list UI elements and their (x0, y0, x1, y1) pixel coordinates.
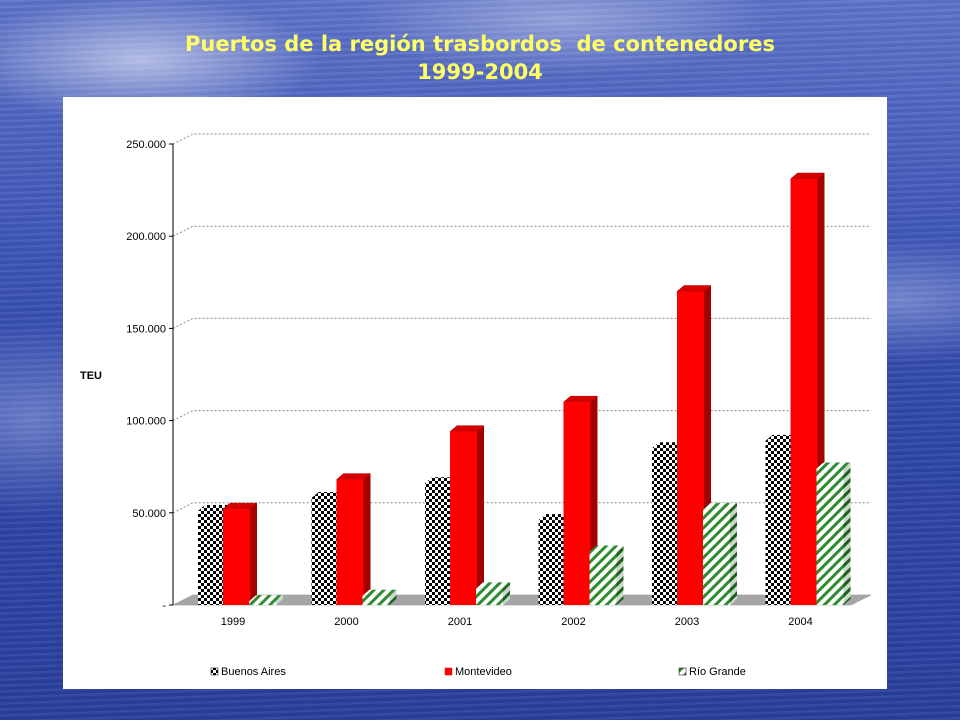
bar-top (816, 462, 851, 469)
bar-montevideo-2001 (449, 425, 485, 605)
bar-front (249, 601, 276, 605)
legend-swatch (444, 667, 453, 676)
bar-front (652, 448, 679, 605)
gridline (172, 410, 871, 422)
legend-swatch (210, 667, 219, 676)
bar-front (538, 520, 566, 605)
y-axis-title: TEU (80, 370, 102, 382)
bar-front (336, 479, 364, 605)
x-tick-label: 2002 (561, 616, 585, 628)
bar-side (503, 582, 510, 605)
y-tick-label: 100.000 (126, 416, 166, 428)
bar-front (223, 509, 250, 605)
gridline (172, 133, 871, 145)
bar-front (677, 291, 704, 605)
y-tick-label: 250.000 (126, 139, 166, 151)
bar-montevideo-2000 (335, 473, 372, 605)
bar-front (425, 483, 452, 605)
bar-front (311, 498, 339, 605)
bar-front (816, 468, 844, 605)
bar-front (362, 595, 390, 605)
gridline (172, 317, 871, 329)
bar-side (843, 462, 851, 605)
bar-rio-grande-2004 (816, 462, 851, 605)
x-tick-label: 2000 (334, 616, 358, 628)
title-line-1: Puertos de la región trasbordos de conte… (185, 32, 775, 56)
bar-rio-grande-2002 (589, 545, 624, 605)
bar-side (477, 425, 484, 605)
bar-front (450, 431, 477, 605)
legend-item: Montevideo (444, 666, 512, 678)
y-tick-label: 150.000 (126, 323, 166, 335)
bar-front (589, 551, 617, 605)
x-tick-label: 2004 (788, 616, 812, 628)
bar-side (363, 473, 371, 605)
bar-rio-grande-2000 (362, 589, 397, 605)
legend-label: Buenos Aires (221, 666, 286, 678)
legend-item: Buenos Aires (210, 666, 286, 678)
bar-rio-grande-1999 (249, 595, 283, 605)
gridline (172, 225, 871, 237)
bar-rio-grande-2003 (703, 503, 737, 605)
bar-front (790, 179, 818, 605)
bar-top (703, 503, 737, 510)
bar-top (249, 595, 283, 602)
chart-panel: - 50.000 100.000 150.000 200.000 250.000 TEU 1… (63, 97, 887, 689)
bar-rio-grande-2001 (476, 582, 510, 605)
chart-title: Puertos de la región trasbordos de conte… (0, 30, 960, 86)
x-tick-label: 1999 (221, 616, 245, 628)
bar-top (589, 545, 624, 552)
bar-front (703, 509, 730, 605)
legend-item: Río Grande (678, 666, 746, 678)
legend-label: Río Grande (689, 666, 746, 678)
x-tick-label: 2001 (448, 616, 472, 628)
bar-front (476, 588, 503, 605)
bar-side (250, 503, 257, 605)
bar-front (563, 402, 591, 605)
x-tick-label: 2003 (675, 616, 699, 628)
legend-swatch (678, 667, 687, 676)
legend-label: Montevideo (455, 666, 512, 678)
y-tick-label: - (162, 600, 166, 612)
title-line-2: 1999-2004 (417, 60, 543, 84)
y-tick-label: 50.000 (132, 508, 166, 520)
bar-top (476, 582, 510, 589)
bar-side (276, 595, 283, 605)
bar-front (765, 440, 793, 605)
bar-front (198, 510, 225, 605)
bar-chart: - 50.000 100.000 150.000 200.000 250.000 TEU 1… (80, 133, 872, 678)
bar-top (362, 589, 397, 596)
bar-side (616, 545, 624, 605)
bar-side (730, 503, 737, 605)
bar-side (389, 589, 397, 605)
y-tick-label: 200.000 (126, 231, 166, 243)
bar-montevideo-1999 (222, 502, 258, 605)
